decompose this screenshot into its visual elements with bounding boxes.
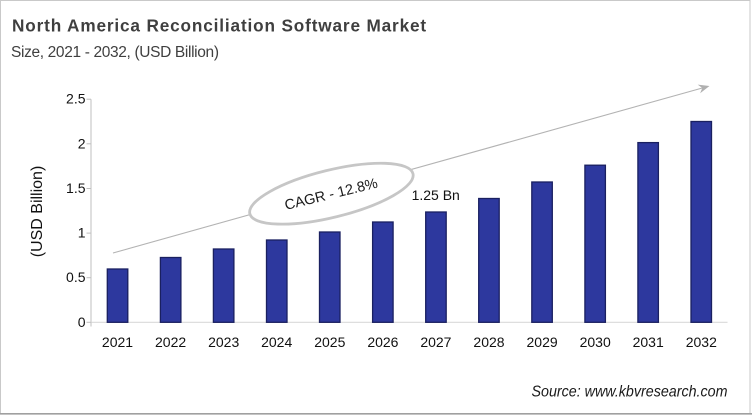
svg-text:2024: 2024 xyxy=(261,334,292,350)
svg-text:2031: 2031 xyxy=(633,334,664,350)
svg-text:2021: 2021 xyxy=(102,334,133,350)
svg-text:1.5: 1.5 xyxy=(66,180,86,196)
svg-text:2029: 2029 xyxy=(527,334,558,350)
svg-text:1: 1 xyxy=(78,225,86,241)
svg-text:Size, 2021 - 2032, (USD Billio: Size, 2021 - 2032, (USD Billion) xyxy=(11,44,219,61)
svg-text:(USD Billion): (USD Billion) xyxy=(29,166,46,258)
svg-text:2027: 2027 xyxy=(420,334,451,350)
svg-text:Source: www.kbvresearch.com: Source: www.kbvresearch.com xyxy=(532,384,728,401)
svg-text:North America Reconciliation S: North America Reconciliation Software Ma… xyxy=(12,15,427,35)
svg-text:0.5: 0.5 xyxy=(66,269,86,285)
svg-text:1.25 Bn: 1.25 Bn xyxy=(412,187,460,203)
svg-text:2: 2 xyxy=(78,135,86,151)
svg-text:2032: 2032 xyxy=(686,334,717,350)
svg-text:2022: 2022 xyxy=(155,334,186,350)
svg-text:2023: 2023 xyxy=(208,334,239,350)
svg-text:2028: 2028 xyxy=(473,334,504,350)
svg-text:2030: 2030 xyxy=(580,334,611,350)
svg-text:2026: 2026 xyxy=(367,334,398,350)
svg-text:2025: 2025 xyxy=(314,334,345,350)
svg-text:2.5: 2.5 xyxy=(66,91,86,107)
svg-text:0: 0 xyxy=(78,314,86,330)
